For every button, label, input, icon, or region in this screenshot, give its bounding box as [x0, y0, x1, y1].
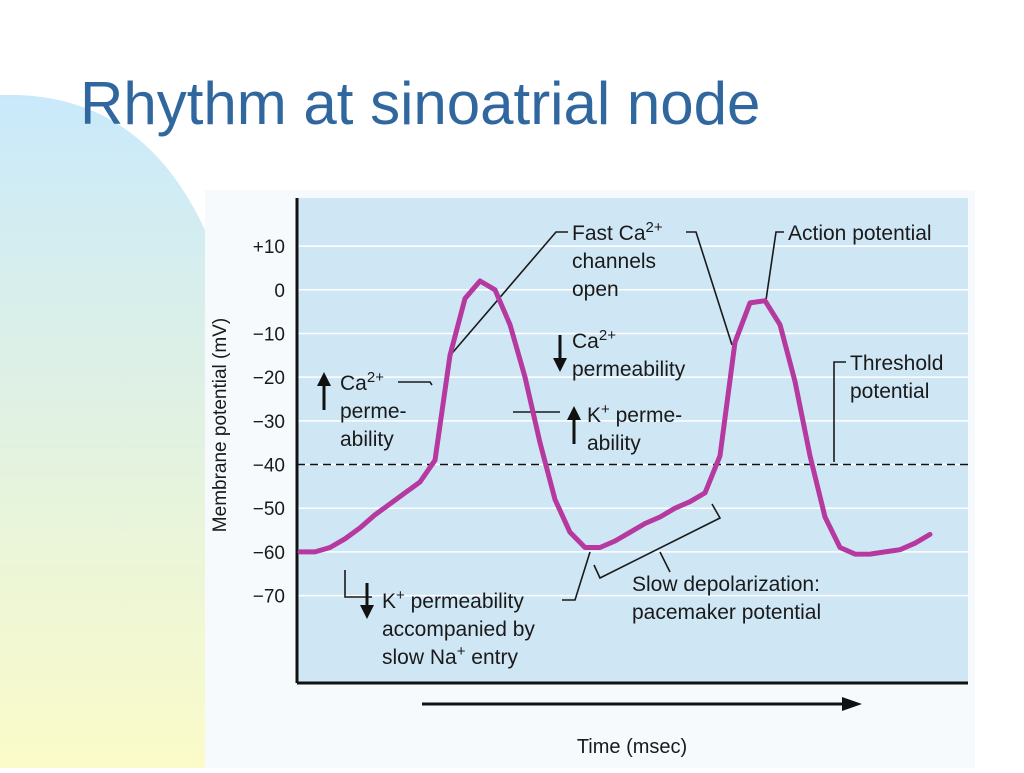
annotation-line: Threshold: [850, 352, 943, 375]
annotation-line: slow Na+ entry: [382, 643, 518, 670]
annotation-text: channels: [572, 250, 656, 273]
annotation-line: K+ perme-: [587, 401, 682, 428]
leader-lines: [344, 231, 846, 601]
annotation-text: perme-: [340, 400, 407, 423]
annotation-text: slow Na: [382, 646, 457, 669]
annotation-line: pacemaker potential: [632, 601, 821, 624]
annotation-line: Action potential: [788, 222, 932, 245]
y-tick-label: −20: [253, 368, 285, 389]
annotation-line: Fast Ca2+: [572, 219, 663, 246]
annotation-line: K+ permeability: [382, 587, 524, 614]
superscript: 2+: [646, 219, 663, 236]
annotation-text: permeability: [405, 590, 525, 613]
superscript: +: [396, 587, 405, 604]
permeability-arrows: [317, 335, 581, 619]
plot-area: [297, 198, 968, 683]
annotation-text: open: [572, 278, 619, 301]
annotation-line: ability: [340, 428, 394, 451]
superscript: 2+: [599, 327, 616, 344]
time-arrow-head: [842, 697, 862, 711]
decor-shape: [0, 94, 205, 769]
y-axis-label: Membrane potential (mV): [210, 318, 231, 532]
y-tick-label: −10: [253, 324, 285, 345]
annotation-line: Ca2+: [340, 369, 384, 396]
chart-title: Rhythm at sinoatrial node: [80, 70, 760, 137]
annotation-text: Fast Ca: [572, 222, 646, 245]
y-tick-label: −60: [253, 543, 285, 564]
annotation-text: entry: [465, 646, 518, 669]
x-axis-label: Time (msec): [577, 736, 687, 758]
annotation-text: K: [587, 404, 601, 427]
annotation-line: permeability: [572, 358, 686, 381]
potential-line: [297, 278, 933, 557]
annotation-text: ability: [587, 432, 641, 455]
annotation-line: ability: [587, 432, 641, 455]
annotation-line: channels: [572, 250, 656, 273]
annotation-text: accompanied by: [382, 618, 535, 641]
annotation-text: perme-: [610, 404, 682, 427]
annotation-line: accompanied by: [382, 618, 535, 641]
annotation-text: Ca: [572, 330, 599, 353]
superscript: 2+: [367, 369, 384, 386]
y-tick-label: −30: [253, 412, 285, 433]
annotation-text: Slow depolarization:: [632, 573, 820, 596]
annotation-text: potential: [850, 380, 929, 403]
annotation-text: Ca: [340, 372, 367, 395]
superscript: +: [457, 643, 466, 660]
annotation-text: pacemaker potential: [632, 601, 821, 624]
y-tick-label: −50: [253, 499, 285, 520]
annotation-text: permeability: [572, 358, 686, 381]
annotation-text: Action potential: [788, 222, 932, 245]
annotation-line: Ca2+: [572, 327, 616, 354]
superscript: +: [601, 401, 610, 418]
annotation-line: Slow depolarization:: [632, 573, 820, 596]
annotation-text: ability: [340, 428, 394, 451]
annotation-line: open: [572, 278, 619, 301]
y-tick-label: +10: [253, 237, 285, 258]
y-tick-label: −40: [253, 456, 285, 477]
y-tick-label: −70: [253, 587, 285, 608]
y-tick-label: 0: [274, 281, 285, 302]
annotation-text: K: [382, 590, 396, 613]
annotation-text: Threshold: [850, 352, 943, 375]
annotation-line: perme-: [340, 400, 407, 423]
annotation-line: potential: [850, 380, 929, 403]
